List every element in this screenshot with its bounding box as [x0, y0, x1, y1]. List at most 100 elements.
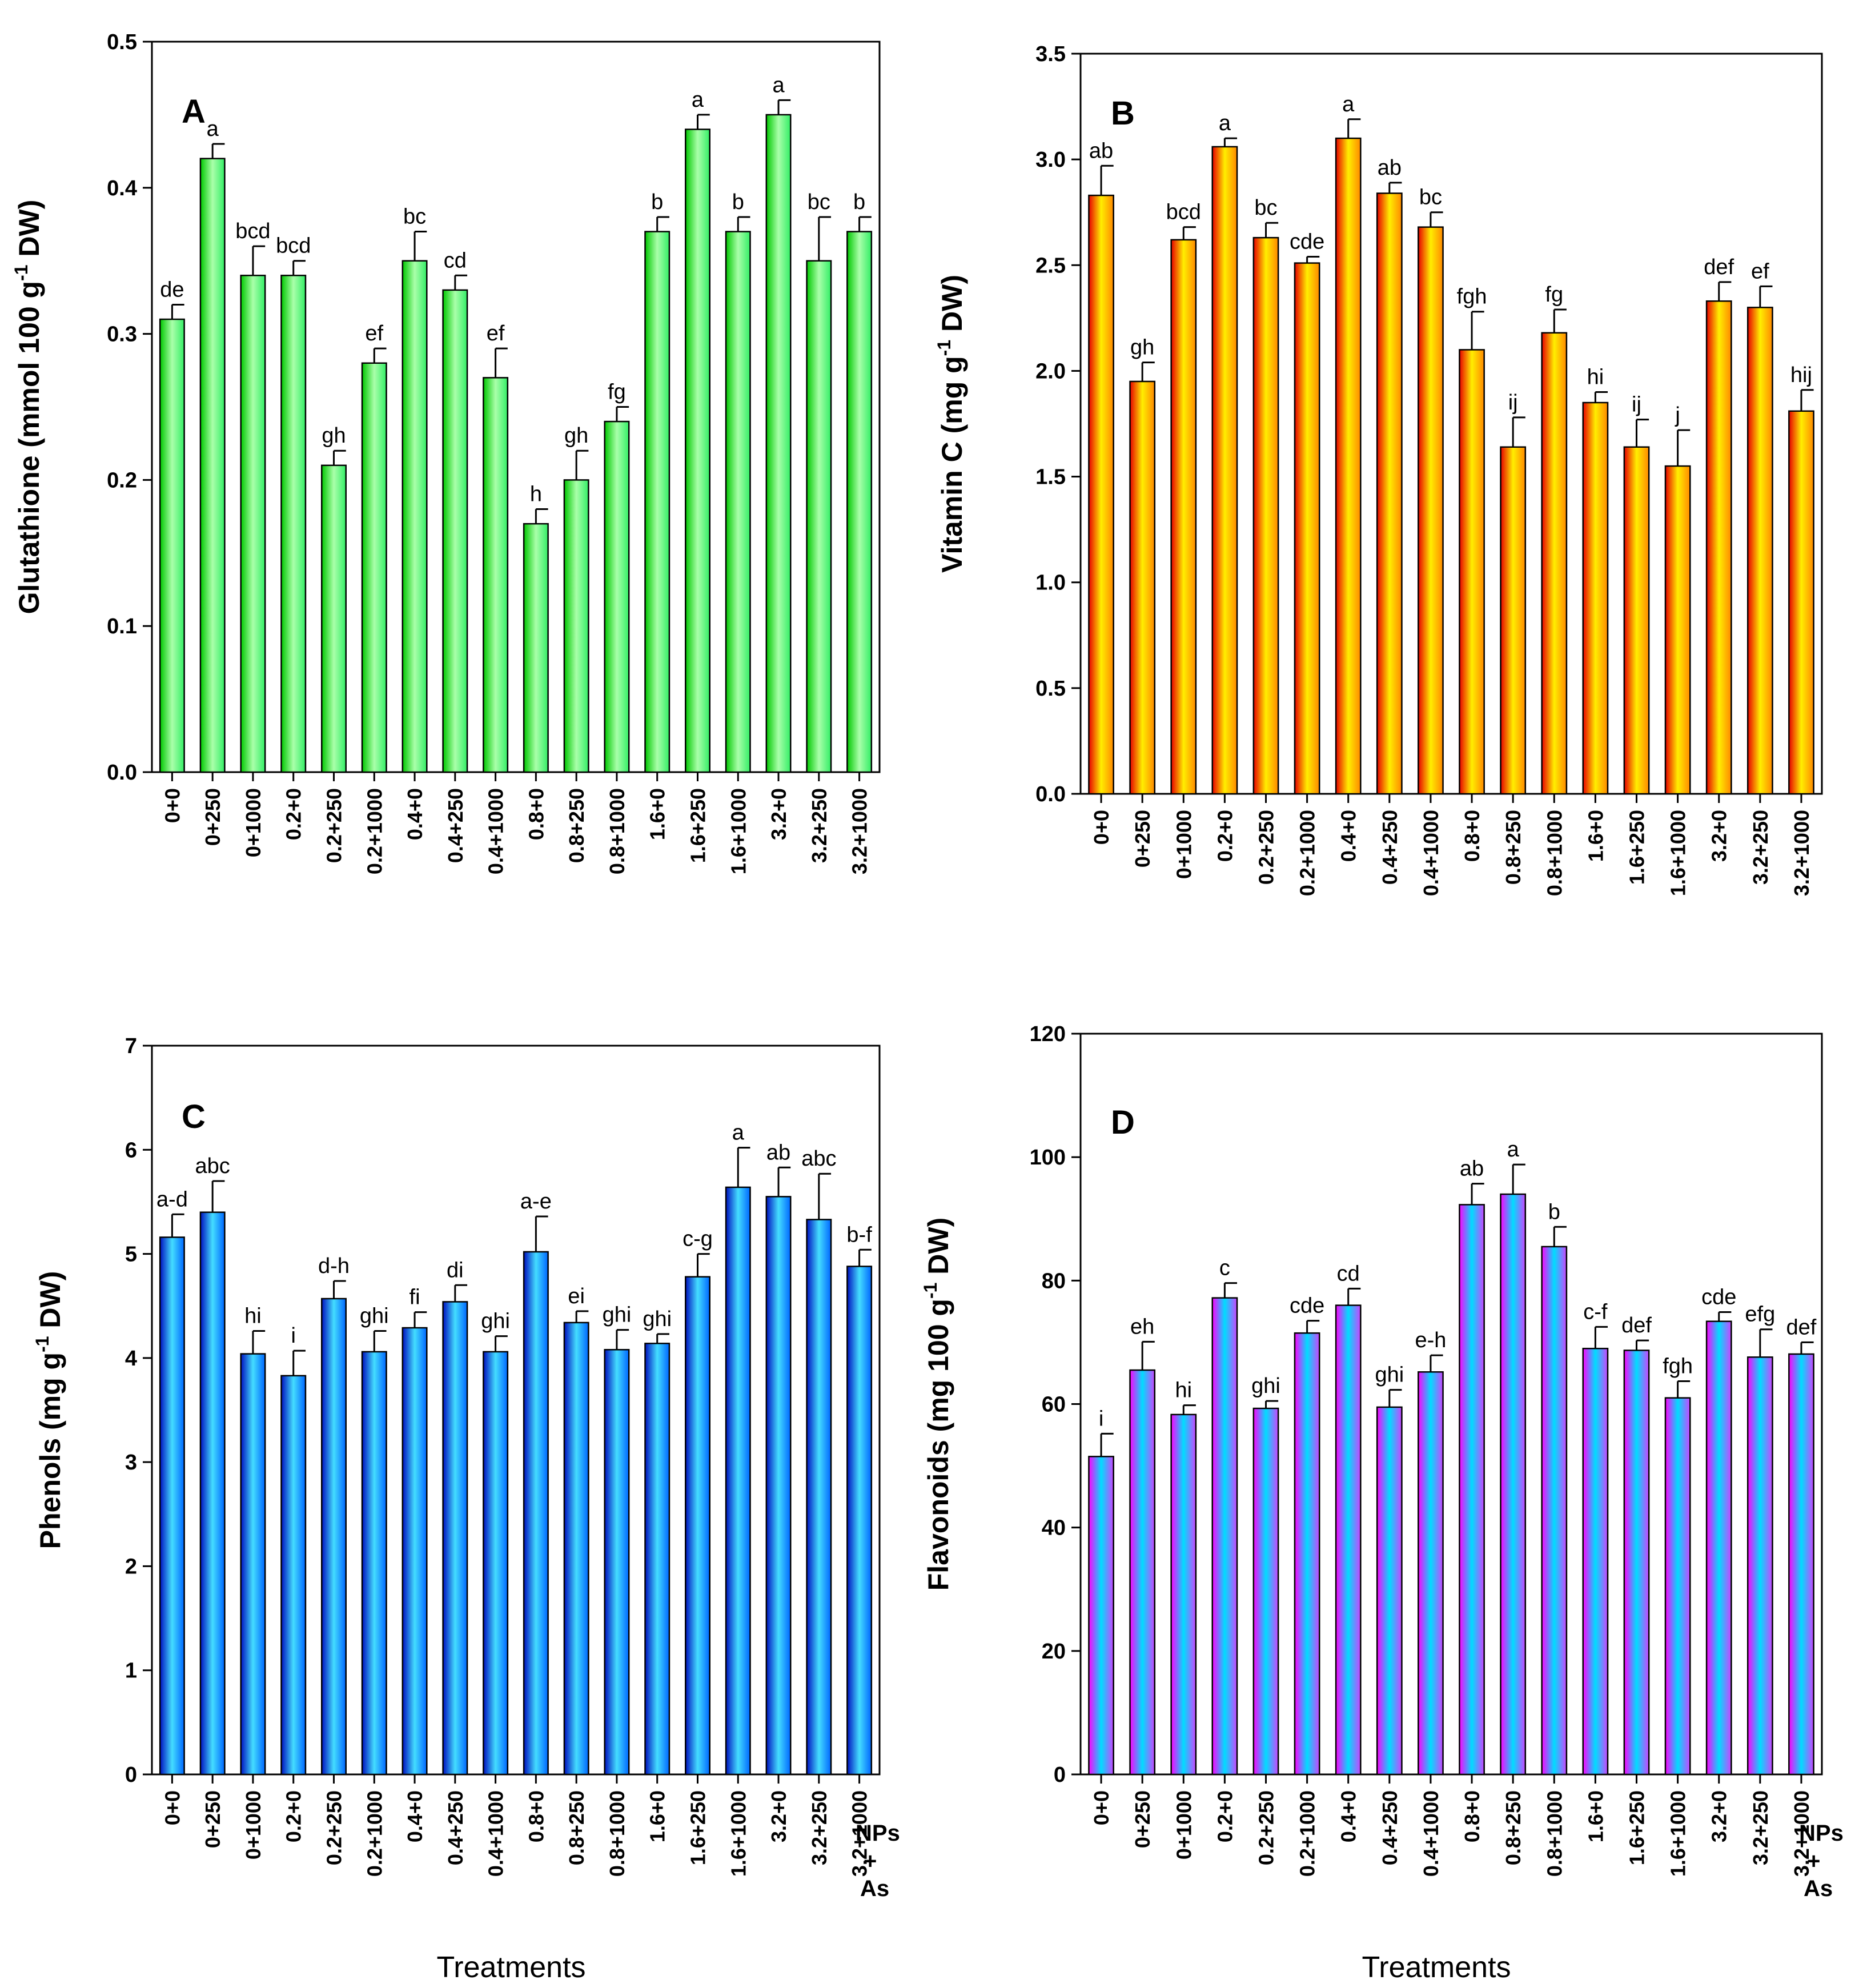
significance-letter: fg [608, 380, 626, 404]
panel-letter: D [1111, 1104, 1135, 1141]
bar [1459, 349, 1485, 795]
significance-letter: bc [403, 205, 426, 229]
bar [765, 114, 792, 773]
bar [1211, 146, 1238, 795]
y-tick-label: 1.5 [1035, 465, 1066, 489]
x-tick-label: 0+0 [160, 1790, 184, 1825]
x-tick-label: 0.8+250 [1501, 1790, 1525, 1865]
bar [1746, 307, 1773, 795]
significance-letter: def [1786, 1315, 1817, 1339]
x-tick-label: 0.8+250 [565, 1790, 588, 1865]
bar [1335, 137, 1362, 795]
bar [321, 464, 347, 773]
y-axis-label: Flavonoids (mg 100 g-1 DW) [920, 1218, 954, 1591]
bar [483, 1351, 509, 1776]
significance-letter: b [651, 190, 663, 214]
x-tick-label: 0.2+250 [323, 788, 346, 863]
significance-letter: bc [1419, 186, 1442, 210]
y-tick-label: 0.4 [107, 176, 137, 200]
significance-letter: abc [195, 1154, 230, 1178]
x-tick-label: 0.2+250 [1255, 810, 1278, 885]
x-tick-label: 0.2+0 [282, 1790, 306, 1842]
x-tick-label: 0.8+0 [524, 788, 548, 840]
plot-frame [151, 1045, 881, 1776]
y-tick-label: 1.0 [1035, 571, 1066, 595]
bar [1129, 1369, 1156, 1776]
bar [765, 1196, 792, 1776]
x-tick-label: 1.6+250 [686, 1790, 710, 1865]
plot-frame [151, 41, 881, 773]
x-tick-label: 0+250 [1131, 810, 1154, 868]
bar [1623, 1350, 1650, 1776]
x-tick-label: 0+0 [1090, 1790, 1113, 1825]
y-tick-label: 40 [1042, 1516, 1066, 1540]
plot-frame [1079, 53, 1823, 795]
significance-letter: i [291, 1324, 295, 1348]
x-tick-label: 0.4+250 [444, 788, 467, 863]
bar [159, 318, 185, 773]
bar [280, 275, 307, 773]
y-tick-label: 0.3 [107, 323, 137, 347]
panel-letter: A [182, 93, 206, 130]
significance-letter: ghi [643, 1307, 672, 1331]
y-tick-label: 0.0 [1035, 782, 1066, 806]
significance-letter: a [207, 117, 219, 141]
significance-letter: def [1621, 1314, 1652, 1338]
bar [1376, 192, 1403, 795]
significance-letter: ab [1089, 139, 1113, 163]
y-tick-label: 3.0 [1035, 148, 1066, 172]
x-tick-label: 1.6+1000 [726, 1790, 750, 1877]
nps-label: NPs [856, 1821, 900, 1846]
bar [1746, 1356, 1773, 1776]
bar [240, 1353, 266, 1776]
bar [523, 523, 549, 773]
x-tick-label: 1.6+1000 [1667, 810, 1690, 896]
significance-letter: gh [322, 424, 346, 448]
x-tick-label: 0.4+1000 [484, 788, 508, 874]
significance-letter: fgh [1457, 285, 1487, 309]
x-tick-label: 1.6+0 [646, 1790, 669, 1842]
as-label: As [860, 1876, 889, 1901]
x-tick-label: 3.2+1000 [848, 788, 872, 874]
x-tick-label: 0.2+1000 [1296, 810, 1319, 896]
bar [159, 1236, 185, 1776]
bar [1170, 239, 1197, 795]
y-tick-label: 2.0 [1035, 359, 1066, 383]
bar [1418, 226, 1444, 795]
significance-letter: ghi [360, 1304, 389, 1328]
x-tick-label: 0.2+1000 [1296, 1790, 1319, 1877]
x-tick-label: 3.2+1000 [1790, 810, 1813, 896]
x-tick-label: 1.6+1000 [726, 788, 750, 874]
x-tick-label: 0.4+250 [1378, 1790, 1402, 1865]
bar [1418, 1371, 1444, 1776]
x-tick-label: 1.6+1000 [1667, 1790, 1690, 1877]
x-tick-label: 0+1000 [1172, 810, 1195, 879]
x-tick-label: 3.2+250 [808, 1790, 831, 1865]
x-tick-label: 0.2+250 [1255, 1790, 1278, 1865]
bar [1664, 465, 1691, 795]
significance-letter: gh [1130, 336, 1154, 360]
significance-letter: a [1507, 1138, 1520, 1162]
significance-letter: bcd [1166, 200, 1201, 224]
panel-b-vitamin-c-chart: 0.0 0.5 1.0 1.5 2.0 2.5 3.0 3.5 Vitamin C (mg g-… [934, 42, 1823, 896]
x-tick-label: 3.2+0 [1708, 810, 1731, 862]
x-tick-label: 0.8+0 [524, 1790, 548, 1842]
significance-letter: a [1219, 111, 1231, 135]
bar [1623, 446, 1650, 795]
x-tick-label: 0.8+1000 [605, 788, 629, 874]
nps-as-note-panel-c: NPs + As [856, 1821, 900, 1901]
significance-letter: ghi [603, 1303, 632, 1327]
x-tick-label: 0.8+250 [1501, 810, 1525, 885]
y-tick-label: 0 [1054, 1763, 1066, 1787]
as-label: As [1804, 1876, 1833, 1901]
significance-letter: cde [1701, 1285, 1736, 1309]
significance-letter: c-g [682, 1227, 713, 1251]
x-tick-label: 0.2+1000 [363, 1790, 386, 1877]
x-tick-label: 3.2+0 [767, 1790, 790, 1842]
significance-letter: ij [1632, 393, 1641, 417]
x-tick-label: 1.6+0 [1584, 810, 1607, 862]
bar [644, 231, 670, 773]
bar [1335, 1304, 1362, 1776]
x-tick-label: 0.4+1000 [484, 1790, 508, 1877]
